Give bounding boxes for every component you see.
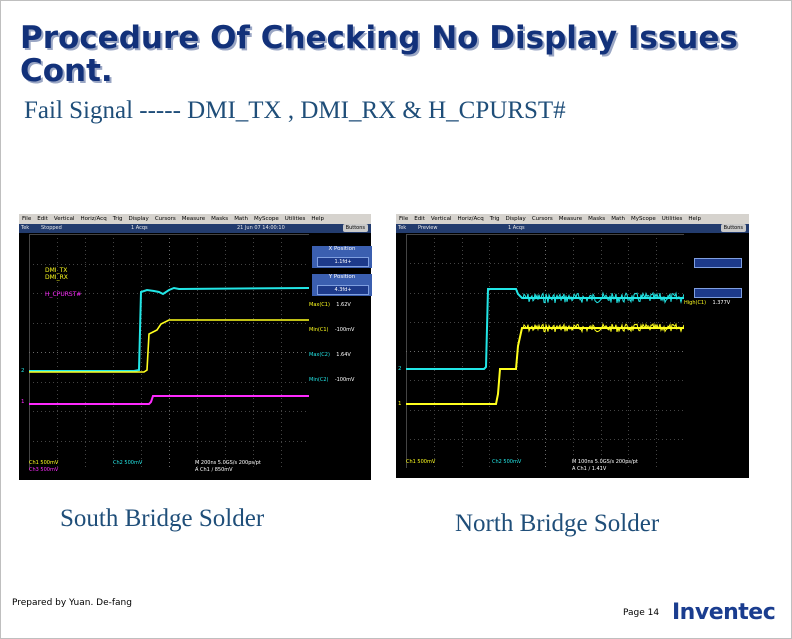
scope-menu-bar: File Edit Vertical Horiz/Acq Trig Display Curs… xyxy=(19,214,371,224)
side-panel-field-1[interactable] xyxy=(694,258,742,268)
bottom-trigger: A Ch1 ∕ 850mV xyxy=(195,467,233,473)
scope-menu-item[interactable]: MyScope xyxy=(630,216,656,222)
bottom-ch1: Ch1 500mV xyxy=(29,460,59,466)
bottom-ch1: Ch1 500mV xyxy=(406,459,436,465)
channel-marker-2: 2 xyxy=(398,366,402,372)
slide-subtitle: Fail Signal ----- DMI_TX , DMI_RX & H_CP… xyxy=(24,97,566,124)
scope-waveform-plot xyxy=(406,234,684,468)
readout-max-c1: Max(C1) 1.62V xyxy=(309,302,351,308)
scope-menu-item[interactable]: Edit xyxy=(414,216,425,222)
scope-buttons-button[interactable]: Buttons xyxy=(342,224,368,232)
waveform-cyan-noise xyxy=(521,291,684,305)
scope-buttons-button[interactable]: Buttons xyxy=(720,224,746,232)
scope-menu-item[interactable]: Help xyxy=(311,216,324,222)
scope-menu-item[interactable]: Edit xyxy=(37,216,48,222)
scope-menu-item[interactable]: Horiz/Acq xyxy=(457,216,484,222)
inventec-logo: Inventec xyxy=(672,600,776,625)
legend-h-cpurst: H_CPURST# xyxy=(45,291,81,298)
x-position-value[interactable]: 1.1fd+ xyxy=(317,257,369,267)
scope-menu-item[interactable]: Masks xyxy=(588,216,606,222)
legend-dmi-rx: DMI_RX xyxy=(45,274,68,281)
scope-state: Stopped xyxy=(41,225,62,231)
scope-side-panel: High(C1) 1.377V xyxy=(684,246,749,346)
scope-menu-item[interactable]: Help xyxy=(688,216,701,222)
slide-title: Procedure Of Checking No Display Issues … xyxy=(20,20,738,89)
scope-menu-item[interactable]: Math xyxy=(611,216,625,222)
bottom-ch3: Ch3 500mV xyxy=(29,467,59,473)
scope-brand: Tek xyxy=(398,225,407,231)
scope-menu-item[interactable]: MyScope xyxy=(253,216,279,222)
scope-menu-item[interactable]: Utilities xyxy=(284,216,306,222)
page-number: Page 14 xyxy=(623,608,660,618)
scope-status-bar: Tek Preview 1 Acqs xyxy=(396,224,749,233)
bottom-trigger: A Ch1 ∕ 1.41V xyxy=(572,466,607,472)
scope-menu-item[interactable]: Trig xyxy=(489,216,500,222)
scope-menu-item[interactable]: Math xyxy=(234,216,248,222)
scope-screenshot-north-bridge: File Edit Vertical Horiz/Acq Trig Display Curs… xyxy=(396,214,749,478)
bottom-timebase: M 200ns 5.0GS/s 200ps/pt xyxy=(195,460,261,466)
y-position-label: Y Position xyxy=(328,274,356,280)
readout-min-c1: Min(C1) -100mV xyxy=(309,327,355,333)
scope-grid xyxy=(29,234,309,470)
scope-menu-item[interactable]: Vertical xyxy=(53,216,75,222)
readout-max-c2: Max(C2) 1.64V xyxy=(309,352,351,358)
scope-menu-item[interactable]: File xyxy=(22,216,32,222)
waveform-magenta-h-cpurst xyxy=(29,395,309,405)
scope-menu-item[interactable]: File xyxy=(399,216,409,222)
channel-marker-2: 2 xyxy=(21,368,25,374)
scope-date: 21 Jun 07 14:00:10 xyxy=(237,225,285,231)
waveform-yellow xyxy=(406,327,684,405)
scope-brand: Tek xyxy=(21,225,30,231)
scope-menu-item[interactable]: Trig xyxy=(112,216,123,222)
scope-menu-item[interactable]: Utilities xyxy=(661,216,683,222)
scope-acqs: 1 Acqs xyxy=(131,225,148,231)
scope-menu-item[interactable]: Cursors xyxy=(154,216,176,222)
scope-waveform-plot: DMI_TX DMI_RX H_CPURST# xyxy=(29,234,309,470)
scope-screenshot-south-bridge: File Edit Vertical Horiz/Acq Trig Display Curs… xyxy=(19,214,372,480)
readout-high-c1: High(C1) 1.377V xyxy=(684,300,731,306)
waveform-cyan-dmi-tx xyxy=(29,286,309,372)
readout-min-c2: Min(C2) -100mV xyxy=(309,377,355,383)
scope-state: Preview xyxy=(418,225,438,231)
bottom-timebase: M 100ns 5.0GS/s 200ps/pt xyxy=(572,459,638,465)
waveform-cyan xyxy=(406,288,684,370)
bottom-ch2: Ch2 500mV xyxy=(492,459,522,465)
scope-menu-item[interactable]: Vertical xyxy=(430,216,452,222)
legend-dmi-tx: DMI_TX xyxy=(45,267,67,274)
scope-grid xyxy=(406,234,684,468)
scope-menu-item[interactable]: Masks xyxy=(211,216,229,222)
scope-menu-item[interactable]: Display xyxy=(128,216,149,222)
scope-side-panel: X Position 1.1fd+ Y Position 4.3fd+ Max(… xyxy=(309,246,372,396)
scope-menu-bar: File Edit Vertical Horiz/Acq Trig Display Curs… xyxy=(396,214,749,224)
scope-menu-item[interactable]: Measure xyxy=(558,216,583,222)
scope-status-bar: Tek Stopped 1 Acqs 21 Jun 07 14:00:10 xyxy=(19,224,371,233)
scope-menu-item[interactable]: Cursors xyxy=(531,216,553,222)
scope-menu-item[interactable]: Measure xyxy=(181,216,206,222)
prepared-by: Prepared by Yuan. De-fang xyxy=(12,598,132,608)
waveform-yellow-dmi-rx xyxy=(29,319,309,373)
channel-marker-1: 1 xyxy=(398,401,402,407)
side-panel-field-2[interactable] xyxy=(694,288,742,298)
caption-north-bridge: North Bridge Solder xyxy=(455,510,660,537)
caption-south-bridge: South Bridge Solder xyxy=(60,505,265,532)
scope-menu-item[interactable]: Display xyxy=(505,216,526,222)
x-position-label: X Position xyxy=(328,246,356,252)
scope-menu-item[interactable]: Horiz/Acq xyxy=(80,216,107,222)
y-position-value[interactable]: 4.3fd+ xyxy=(317,285,369,295)
channel-marker-3: 1 xyxy=(21,399,25,405)
scope-acqs: 1 Acqs xyxy=(508,225,525,231)
bottom-ch2: Ch2 500mV xyxy=(113,460,143,466)
waveform-yellow-noise xyxy=(521,322,684,334)
